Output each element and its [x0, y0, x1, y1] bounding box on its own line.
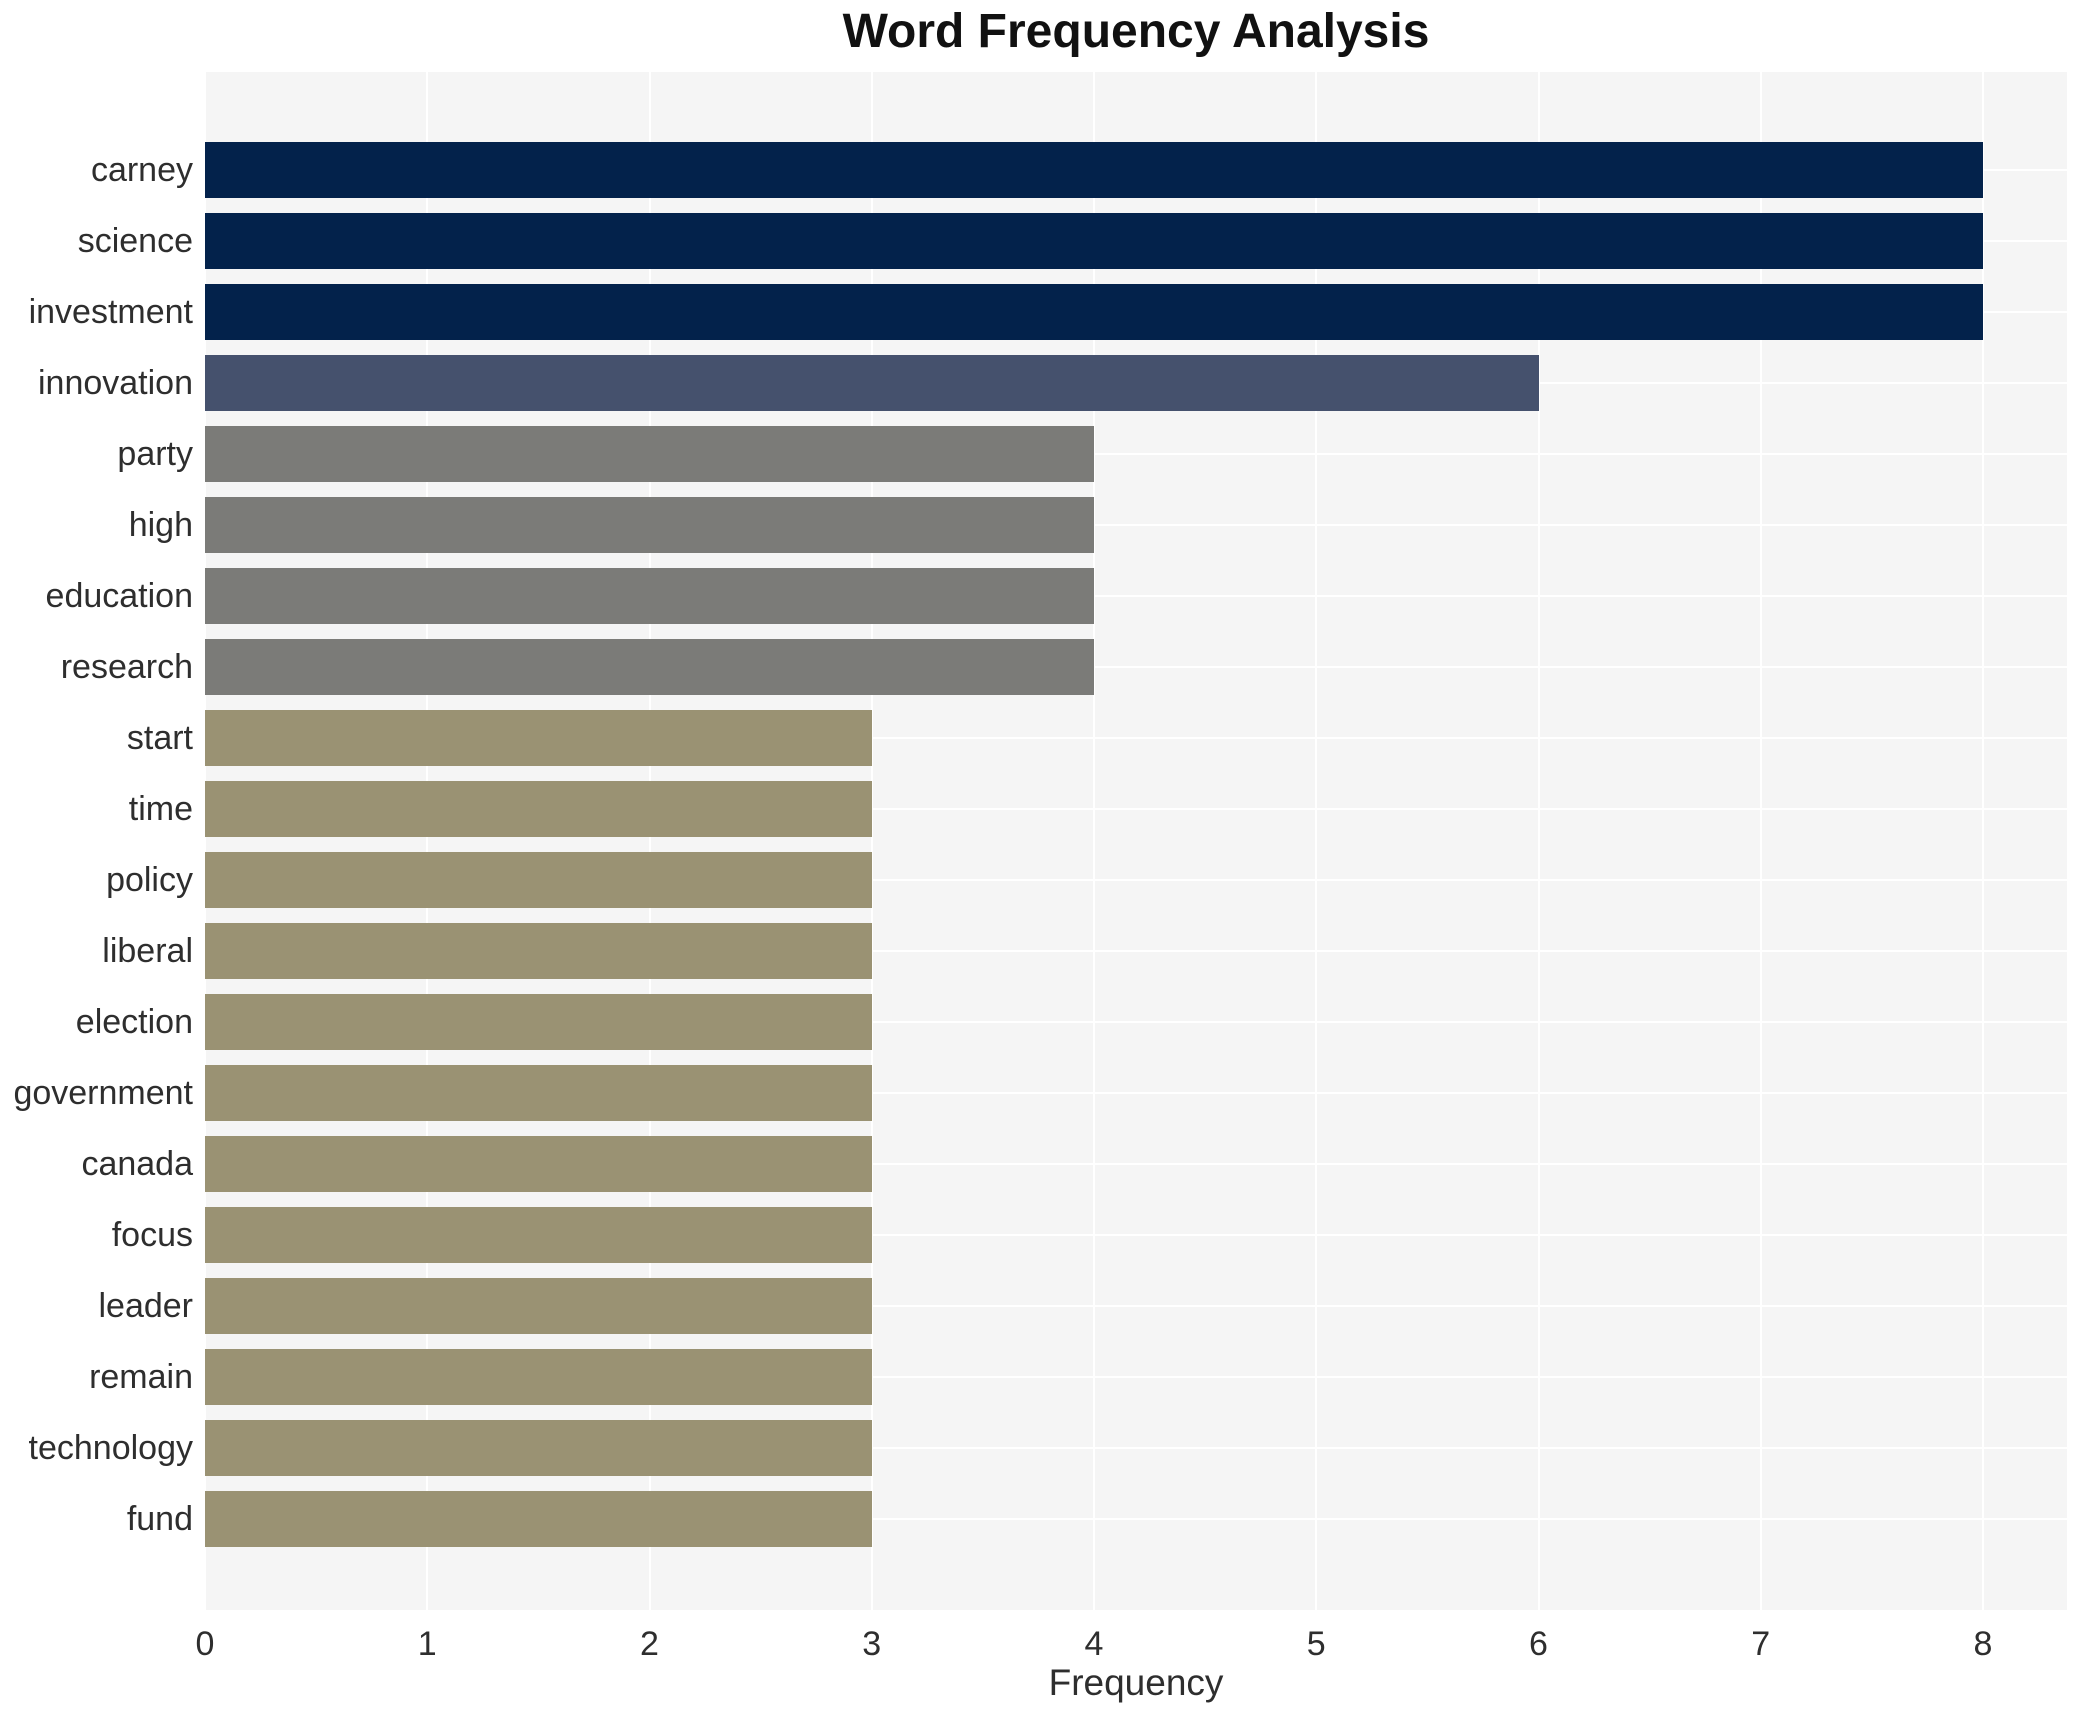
bar-leader	[205, 1278, 872, 1334]
x-tick-label-8: 8	[1973, 1625, 1993, 1663]
x-tick-label-4: 4	[1084, 1625, 1104, 1663]
plot-area	[204, 72, 2067, 1610]
chart-title: Word Frequency Analysis	[842, 5, 1430, 58]
gridline-x-8	[1982, 72, 1984, 1610]
y-tick-label-election: election	[75, 1003, 193, 1041]
bar-education	[205, 568, 1094, 624]
gridline-y-party	[205, 453, 2067, 455]
gridline-x-4	[1093, 72, 1095, 1610]
bar-science	[205, 213, 1983, 269]
x-axis-label: Frequency	[1048, 1662, 1224, 1703]
bar-government	[205, 1065, 872, 1121]
y-tick-label-research: research	[60, 648, 193, 686]
gridline-y-technology	[205, 1447, 2067, 1449]
gridline-y-time	[205, 808, 2067, 810]
y-tick-label-leader: leader	[98, 1287, 193, 1325]
bar-investment	[205, 284, 1983, 340]
bar-carney	[205, 142, 1983, 198]
bar-fund	[205, 1491, 872, 1547]
y-tick-label-government: government	[13, 1074, 193, 1112]
y-tick-label-remain: remain	[89, 1358, 193, 1396]
y-tick-label-carney: carney	[90, 151, 193, 189]
y-tick-label-canada: canada	[81, 1145, 193, 1183]
bar-start	[205, 710, 872, 766]
x-tick-label-1: 1	[417, 1625, 437, 1663]
x-tick-label-2: 2	[640, 1625, 659, 1663]
y-tick-label-party: party	[117, 435, 193, 473]
gridline-y-liberal	[205, 950, 2067, 952]
gridline-x-0	[204, 72, 206, 1610]
x-tick-label-6: 6	[1529, 1625, 1548, 1663]
y-tick-label-innovation: innovation	[37, 364, 193, 402]
gridline-y-high	[205, 524, 2067, 526]
gridline-y-fund	[205, 1518, 2067, 1520]
y-tick-label-start: start	[126, 719, 193, 757]
gridline-y-election	[205, 1021, 2067, 1023]
y-tick-label-liberal: liberal	[102, 932, 193, 970]
bar-policy	[205, 852, 872, 908]
gridline-y-canada	[205, 1163, 2067, 1165]
gridline-y-policy	[205, 879, 2067, 881]
gridline-y-research	[205, 666, 2067, 668]
gridline-y-remain	[205, 1376, 2067, 1378]
y-tick-label-fund: fund	[126, 1500, 193, 1538]
gridline-x-2	[648, 72, 651, 1610]
gridline-x-5	[1315, 72, 1318, 1610]
y-tick-label-time: time	[128, 790, 193, 828]
gridline-y-government	[205, 1092, 2067, 1094]
y-tick-label-technology: technology	[28, 1429, 193, 1467]
gridline-x-6	[1537, 72, 1540, 1610]
gridline-x-3	[870, 72, 873, 1610]
x-tick-label-3: 3	[862, 1625, 882, 1663]
gridline-x-7	[1759, 72, 1762, 1610]
y-tick-label-focus: focus	[111, 1216, 193, 1254]
bar-technology	[205, 1420, 872, 1476]
y-tick-label-science: science	[77, 222, 193, 260]
bar-liberal	[205, 923, 872, 979]
bar-research	[205, 639, 1094, 695]
bar-high	[205, 497, 1094, 553]
gridline-x-1	[426, 72, 429, 1610]
y-tick-label-education: education	[45, 577, 193, 615]
bar-time	[205, 781, 872, 837]
bar-party	[205, 426, 1094, 482]
gridline-y-education	[205, 595, 2067, 597]
bar-innovation	[205, 355, 1539, 411]
y-tick-label-investment: investment	[28, 293, 193, 331]
bar-focus	[205, 1207, 872, 1263]
bar-election	[205, 994, 872, 1050]
gridline-y-focus	[205, 1234, 2067, 1236]
x-tick-label-5: 5	[1306, 1625, 1326, 1663]
bar-canada	[205, 1136, 872, 1192]
y-tick-label-high: high	[128, 506, 193, 544]
x-tick-label-7: 7	[1751, 1625, 1771, 1663]
gridline-y-leader	[205, 1305, 2067, 1307]
x-tick-label-0: 0	[195, 1625, 215, 1663]
bar-remain	[205, 1349, 872, 1405]
y-tick-label-policy: policy	[106, 861, 193, 899]
gridline-y-start	[205, 737, 2067, 739]
